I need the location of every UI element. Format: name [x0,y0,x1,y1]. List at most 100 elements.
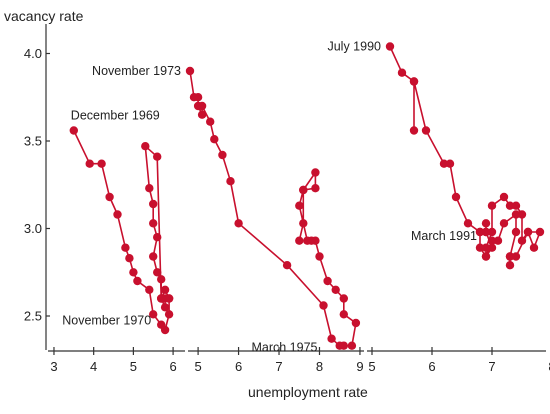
data-point [535,227,545,237]
data-point [303,236,312,245]
data-point [145,285,154,294]
x-tick-label: 8 [548,359,550,374]
data-point [105,192,114,202]
data-point [505,201,515,210]
data-point [157,275,166,284]
annotation-label: July 1990 [327,40,381,54]
data-point [234,219,243,228]
data-point [339,341,348,350]
data-point [141,142,150,151]
annotation-label: November 1970 [62,313,151,327]
data-point [311,184,320,193]
data-point [331,285,340,294]
data-point [160,285,170,294]
annotation-label: December 1969 [71,109,160,123]
data-point [499,219,509,228]
chart-panels: 3 4 5 6 December 1969 November 1970 5 6 7 8 9 Novem… [48,40,550,375]
data-point [315,252,324,261]
data-point [499,192,509,202]
data-point [511,201,521,210]
chart-panel-1: 3 4 5 6 December 1969 November 1970 [48,109,185,374]
x-tick-label: 7 [488,359,495,374]
data-point [153,152,162,161]
x-tick-label: 5 [130,359,137,374]
data-point [421,126,431,135]
y-ticks: 4.0 3.5 3.0 2.5 [24,46,50,324]
x-tick-label: 6 [235,359,242,374]
y-tick-label: 3.0 [24,221,42,236]
x-tick-label: 6 [169,359,176,374]
data-point [487,236,497,245]
annotation-label: March 1991 [411,229,477,243]
data-point [339,294,348,303]
data-point [529,243,539,252]
data-point [295,236,304,245]
data-point [463,219,473,228]
data-point [157,294,166,303]
data-point [149,219,158,228]
data-point [505,252,515,261]
data-point [493,236,503,245]
data-point [409,126,419,135]
data-point [185,66,195,76]
data-point [218,150,227,160]
x-axis-label: unemployment rate [248,384,368,400]
data-point [385,42,395,51]
y-tick-label: 4.0 [24,46,42,61]
data-point [133,276,142,286]
data-point [445,159,455,168]
data-point [121,243,130,252]
x-tick-label: 6 [428,359,435,374]
data-point [226,177,235,186]
data-point [323,276,332,286]
data-point [85,159,94,168]
data-point [149,199,158,209]
chart-panel-3: 5 6 7 8 July 1990 March 1991 [327,40,550,375]
data-point [193,93,203,102]
data-point [295,201,304,210]
data-point [113,210,122,219]
data-point [481,219,491,228]
x-tick-label: 8 [316,359,323,374]
annotation-label: November 1973 [92,64,181,78]
series-line [189,70,357,347]
data-point [409,77,419,86]
data-point [511,210,521,219]
data-point [149,252,158,261]
x-tick-label: 3 [50,359,57,374]
data-point [145,184,154,193]
data-point [517,210,527,219]
x-tick-label: 5 [194,359,201,374]
y-tick-label: 3.5 [24,134,42,149]
data-point [523,227,533,237]
data-point [475,243,485,252]
x-tick-label: 7 [275,359,282,374]
data-point [475,227,485,237]
data-point [69,126,79,135]
data-point [197,110,207,119]
data-point [319,301,328,310]
data-point [210,135,219,144]
x-tick-label: 4 [90,359,97,374]
data-point [97,159,106,168]
data-point [125,254,134,263]
data-point [206,117,215,126]
data-point [481,227,491,237]
data-point [153,268,162,277]
data-point [149,310,158,319]
data-point [517,236,527,245]
data-point [164,310,174,319]
data-point [487,243,497,252]
data-point [327,334,336,343]
data-point [299,219,308,228]
data-point [351,318,361,328]
data-point [347,341,357,350]
data-point [505,261,515,270]
data-point [197,101,207,111]
data-point [129,268,138,277]
annotation-label: March 1975 [251,341,317,355]
data-point [160,303,170,312]
data-point [339,310,348,319]
data-point [299,185,308,195]
data-point [511,252,521,261]
